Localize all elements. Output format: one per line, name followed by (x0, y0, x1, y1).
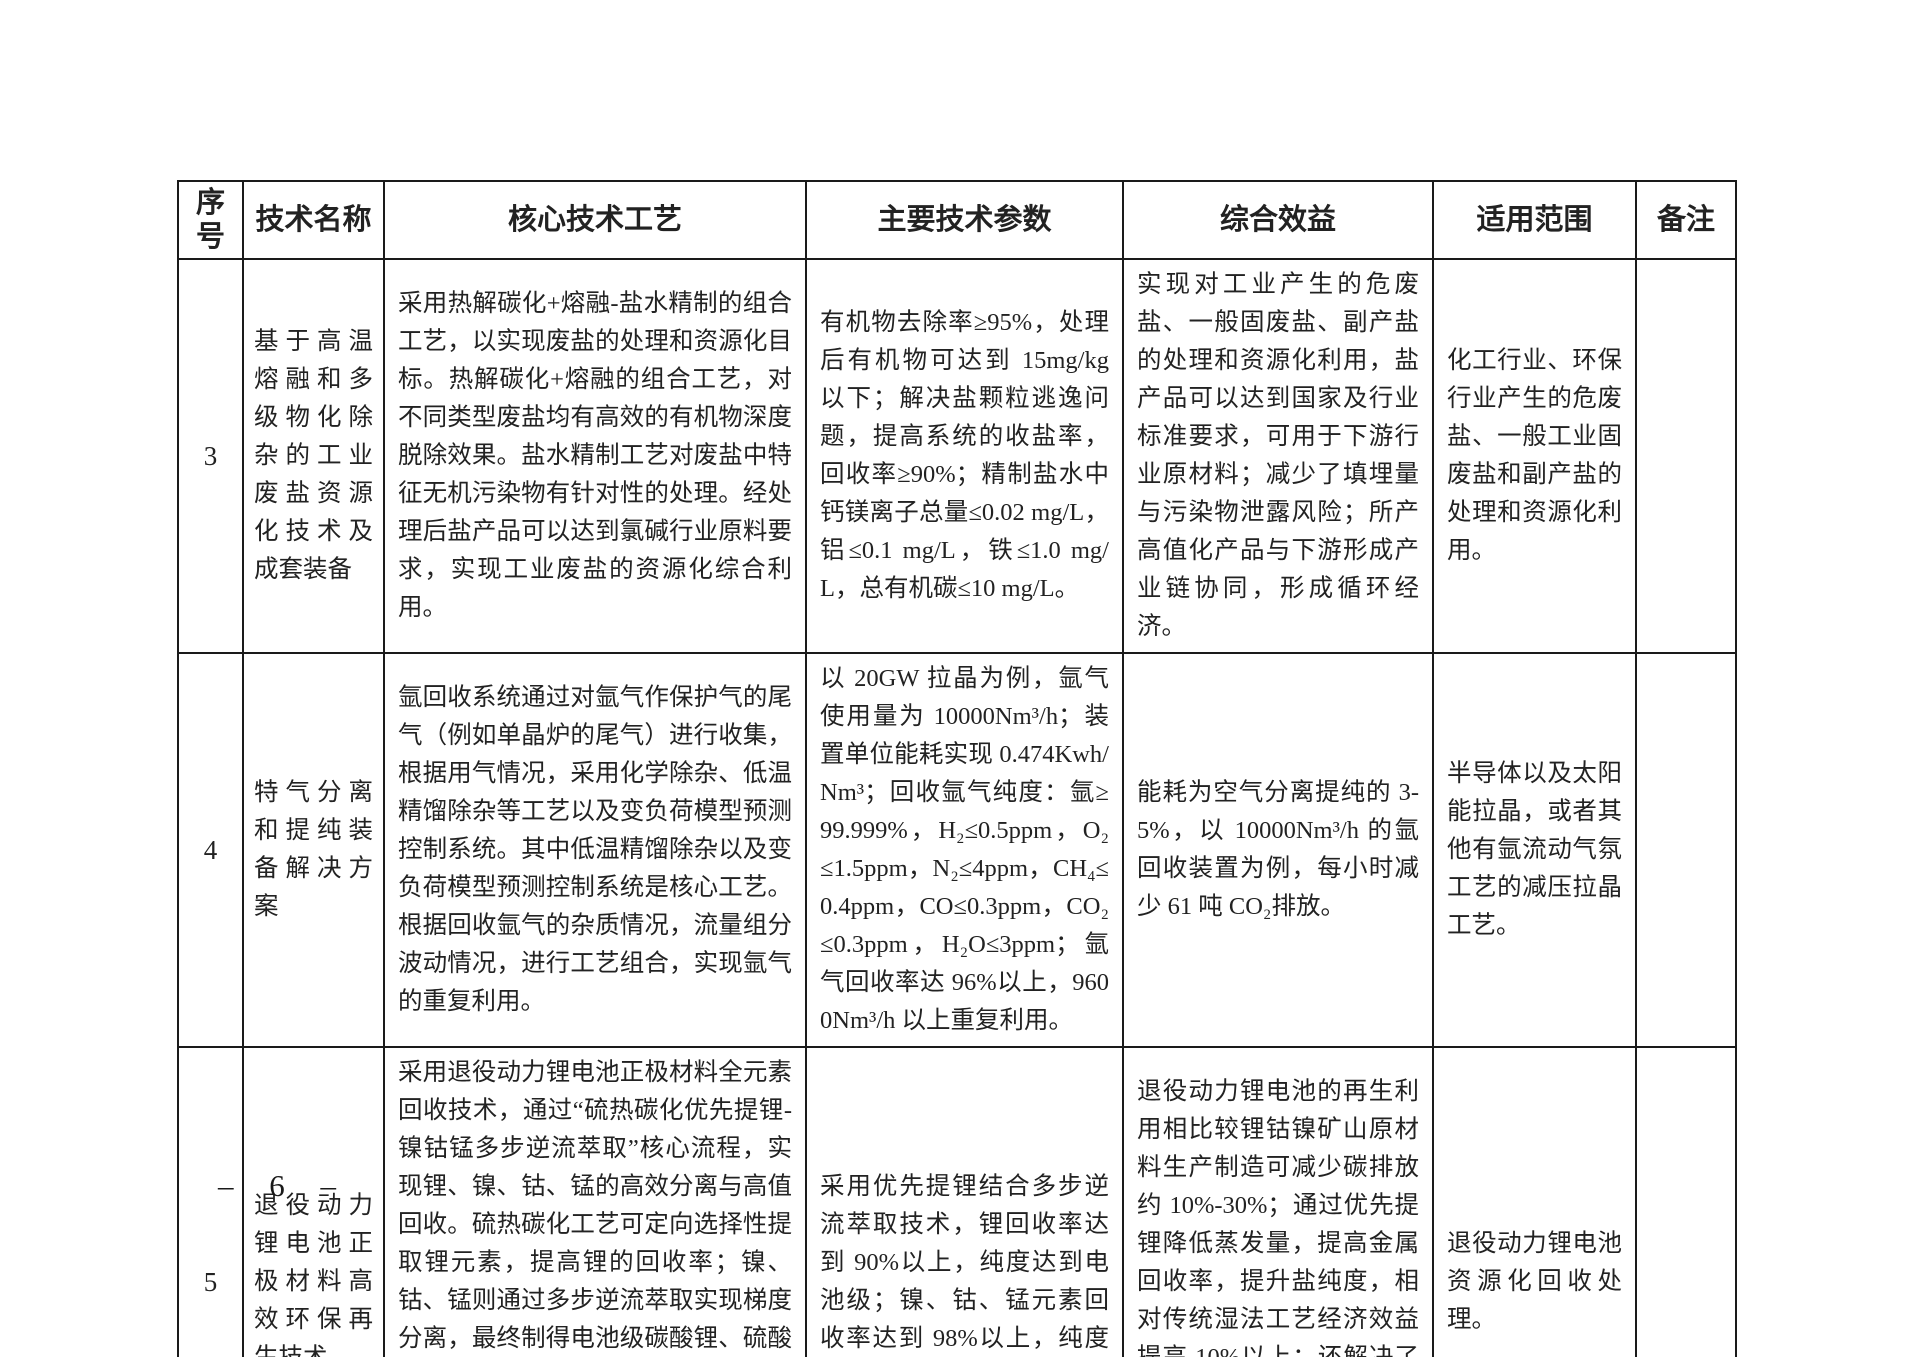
table-header-row: 序号 技术名称 核心技术工艺 主要技术参数 综合效益 适用范围 备注 (177, 180, 1737, 260)
cell-serial-number: 4 (177, 652, 244, 1048)
table-row-4: 4 特气分离和提纯装备解决方案 氩回收系统通过对氩气作保护气的尾气（例如单晶炉的… (177, 652, 1737, 1048)
cell-serial-number: 3 (177, 258, 244, 654)
page-number: – 6 – (218, 1168, 350, 1203)
table-row-5: 5 退役动力锂电池正极材料高效环保再生技术 采用退役动力锂电池正极材料全元素回收… (177, 1046, 1737, 1357)
cell-remarks (1635, 1046, 1737, 1357)
technology-table: 序号 技术名称 核心技术工艺 主要技术参数 综合效益 适用范围 备注 3 基于高… (177, 180, 1737, 1357)
cell-main-parameters: 有机物去除率≥95%，处理后有机物可达到 15mg/kg 以下；解决盐颗粒逃逸问… (805, 258, 1124, 654)
cell-technology-name: 特气分离和提纯装备解决方案 (242, 652, 385, 1048)
header-technology-name: 技术名称 (242, 180, 385, 260)
header-serial-number: 序号 (177, 180, 244, 260)
cell-comprehensive-benefits: 能耗为空气分离提纯的 3-5%，以 10000Nm³/h 的氩回收装置为例，每小… (1122, 652, 1434, 1048)
table-row-3: 3 基于高温熔融和多级物化除杂的工业废盐资源化技术及成套装备 采用热解碳化+熔融… (177, 258, 1737, 654)
cell-applicable-scope: 半导体以及太阳能拉晶，或者其他有氩流动气氛工艺的减压拉晶工艺。 (1432, 652, 1637, 1048)
cell-core-process: 采用热解碳化+熔融-盐水精制的组合工艺，以实现废盐的处理和资源化目标。热解碳化+… (383, 258, 807, 654)
cell-remarks (1635, 652, 1737, 1048)
cell-main-parameters: 以 20GW 拉晶为例，氩气使用量为 10000Nm³/h；装置单位能耗实现 0… (805, 652, 1124, 1048)
cell-remarks (1635, 258, 1737, 654)
cell-applicable-scope: 化工行业、环保行业产生的危废盐、一般工业固废盐和副产盐的处理和资源化利用。 (1432, 258, 1637, 654)
header-main-parameters: 主要技术参数 (805, 180, 1124, 260)
header-core-process: 核心技术工艺 (383, 180, 807, 260)
cell-core-process: 采用退役动力锂电池正极材料全元素回收技术，通过“硫热碳化优先提锂-镍钴锰多步逆流… (383, 1046, 807, 1357)
cell-applicable-scope: 退役动力锂电池资源化回收处理。 (1432, 1046, 1637, 1357)
cell-technology-name: 退役动力锂电池正极材料高效环保再生技术 (242, 1046, 385, 1357)
header-applicable-scope: 适用范围 (1432, 180, 1637, 260)
header-remarks: 备注 (1635, 180, 1737, 260)
cell-serial-number: 5 (177, 1046, 244, 1357)
cell-core-process: 氩回收系统通过对氩气作保护气的尾气（例如单晶炉的尾气）进行收集，根据用气情况，采… (383, 652, 807, 1048)
cell-comprehensive-benefits: 退役动力锂电池的再生利用相比较锂钴镍矿山原材料生产制造可减少碳排放约 10%-3… (1122, 1046, 1434, 1357)
header-comprehensive-benefits: 综合效益 (1122, 180, 1434, 260)
cell-technology-name: 基于高温熔融和多级物化除杂的工业废盐资源化技术及成套装备 (242, 258, 385, 654)
cell-comprehensive-benefits: 实现对工业产生的危废盐、一般固废盐、副产盐的处理和资源化利用，盐产品可以达到国家… (1122, 258, 1434, 654)
cell-main-parameters: 采用优先提锂结合多步逆流萃取技术，锂回收率达到 90%以上，纯度达到电池级；镍、… (805, 1046, 1124, 1357)
